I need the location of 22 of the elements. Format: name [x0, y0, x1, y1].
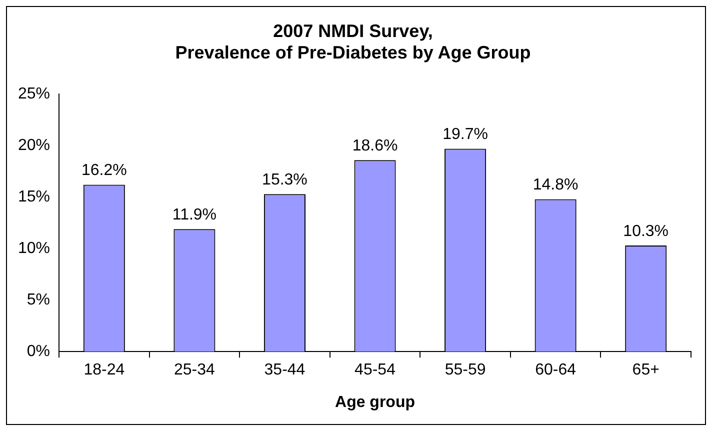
- y-tick-label: 25%: [18, 86, 50, 103]
- data-label: 16.2%: [81, 162, 127, 180]
- x-tick-label: 35-44: [264, 362, 306, 379]
- data-label: 15.3%: [262, 171, 308, 188]
- data-label: 10.3%: [623, 222, 669, 240]
- x-tick-label: 65+: [632, 362, 660, 379]
- x-tick-label: 25-34: [174, 362, 216, 379]
- data-label: 19.7%: [442, 126, 488, 144]
- y-tick-label: 15%: [18, 188, 50, 206]
- x-tick-label: 60-64: [535, 362, 576, 379]
- data-label: 14.8%: [532, 176, 578, 194]
- y-tick-label: 20%: [18, 137, 50, 154]
- x-tick-label: 45-54: [354, 362, 396, 379]
- data-label: 18.6%: [352, 138, 398, 154]
- chart-title: 2007 NMDI Survey, Prevalence of Pre-Diabetes by Age Group: [175, 20, 531, 62]
- y-tick-label: 10%: [18, 240, 50, 258]
- data-label: 11.9%: [172, 206, 217, 224]
- x-tick-label: 18-24: [84, 362, 125, 379]
- x-tick-label: 55-59: [444, 362, 486, 379]
- y-tick-label: 0%: [26, 343, 50, 360]
- x-axis-title: Age group: [335, 394, 416, 411]
- y-tick-label: 5%: [26, 292, 50, 309]
